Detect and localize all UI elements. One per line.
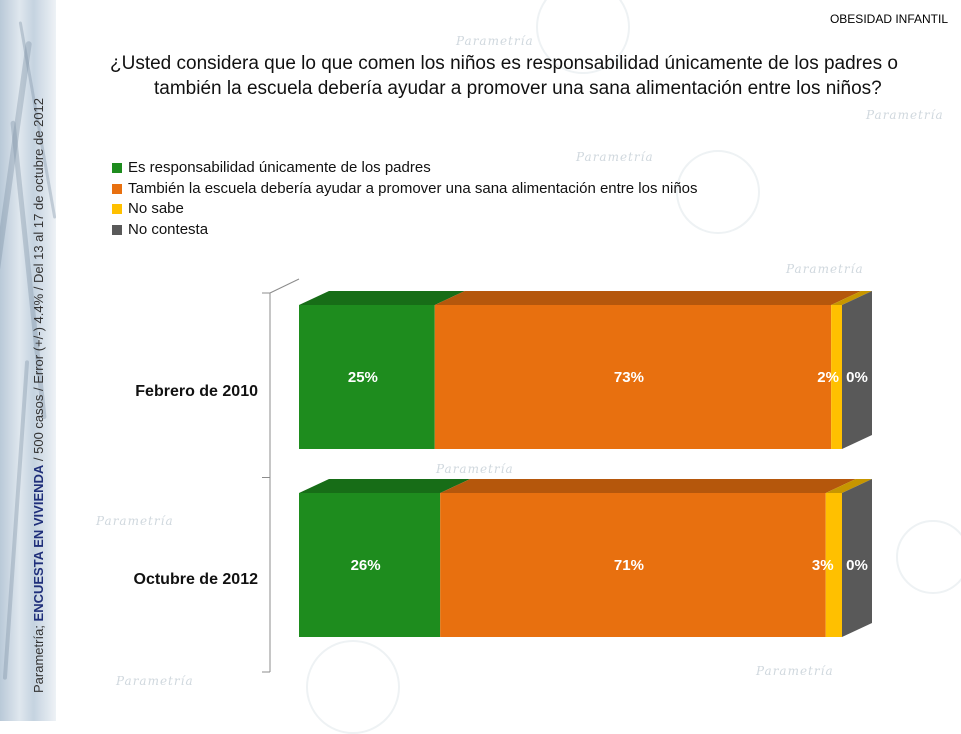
legend-item-no-sabe: No sabe	[112, 199, 698, 220]
legend-item-padres: Es responsabilidad únicamente de los pad…	[112, 158, 698, 179]
bar-side-no_sabe	[842, 291, 872, 449]
category-label: Febrero de 2010	[135, 383, 258, 400]
chart-legend: Es responsabilidad únicamente de los pad…	[112, 158, 698, 240]
data-label-escuela: 71%	[614, 557, 644, 574]
decorative-side-strip	[0, 0, 56, 721]
legend-item-escuela: También la escuela debería ayudar a prom…	[112, 179, 698, 200]
bar-top-padres	[299, 479, 471, 493]
data-label-padres: 25%	[348, 369, 378, 386]
data-label-no_contesta: 0%	[846, 369, 868, 386]
data-label-no_sabe: 2%	[817, 369, 839, 386]
legend-swatch-no-sabe	[112, 204, 122, 215]
category-axis-line	[269, 278, 300, 672]
legend-swatch-padres	[112, 163, 122, 174]
bar-top-no_sabe	[825, 479, 872, 493]
bar-top-padres	[299, 291, 465, 305]
question-line-1: ¿Usted considera que lo que comen los ni…	[110, 53, 898, 74]
data-label-no_sabe: 3%	[812, 557, 834, 574]
legend-label-no-contesta: No contesta	[128, 220, 209, 238]
topic-tag: OBESIDAD INFANTIL	[829, 12, 948, 26]
bar-segment-padres	[299, 305, 435, 449]
legend-item-no-contesta: No contesta	[112, 220, 698, 241]
bar-segment-padres	[299, 493, 441, 637]
bar-top-no_sabe	[831, 291, 872, 305]
legend-swatch-no-contesta	[112, 224, 122, 235]
bar-side-no_sabe	[842, 479, 872, 637]
legend-label-padres: Es responsabilidad únicamente de los pad…	[128, 159, 431, 176]
bar-top-escuela	[440, 479, 856, 493]
question-line-2: también la escuela debería ayudar a prom…	[154, 78, 882, 99]
data-label-no_contesta: 0%	[846, 557, 868, 574]
data-label-padres: 26%	[351, 557, 381, 574]
data-label-escuela: 73%	[614, 369, 644, 386]
bar-segment-escuela	[440, 493, 826, 637]
legend-label-escuela: También la escuela debería ayudar a prom…	[128, 179, 698, 197]
survey-question: ¿Usted considera que lo que comen los ni…	[110, 51, 920, 101]
bar-segment-escuela	[434, 305, 832, 449]
bar-segment-no_sabe	[825, 493, 842, 637]
bar-segment-no_sabe	[831, 305, 842, 449]
category-label: Octubre de 2012	[134, 571, 259, 588]
legend-swatch-escuela	[112, 183, 122, 194]
bar-top-escuela	[434, 291, 862, 305]
legend-label-no-sabe: No sabe	[128, 200, 184, 217]
